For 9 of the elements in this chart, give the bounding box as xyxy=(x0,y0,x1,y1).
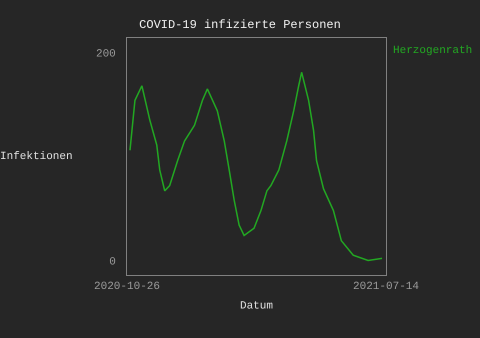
y-tick-label: 200 xyxy=(96,48,116,60)
text: Herzogenrath xyxy=(393,45,472,57)
x-tick-label: 2021-07-14 xyxy=(352,281,420,294)
x-tick-label: 2020-10-26 xyxy=(94,281,160,294)
chart-title: COVID-19 infizierte Personen xyxy=(139,18,341,32)
line-series xyxy=(129,72,383,262)
x-axis-title: Datum xyxy=(240,300,274,312)
y-axis-title: Infektionen xyxy=(0,151,73,163)
y-tick-label: 0 xyxy=(109,256,116,268)
